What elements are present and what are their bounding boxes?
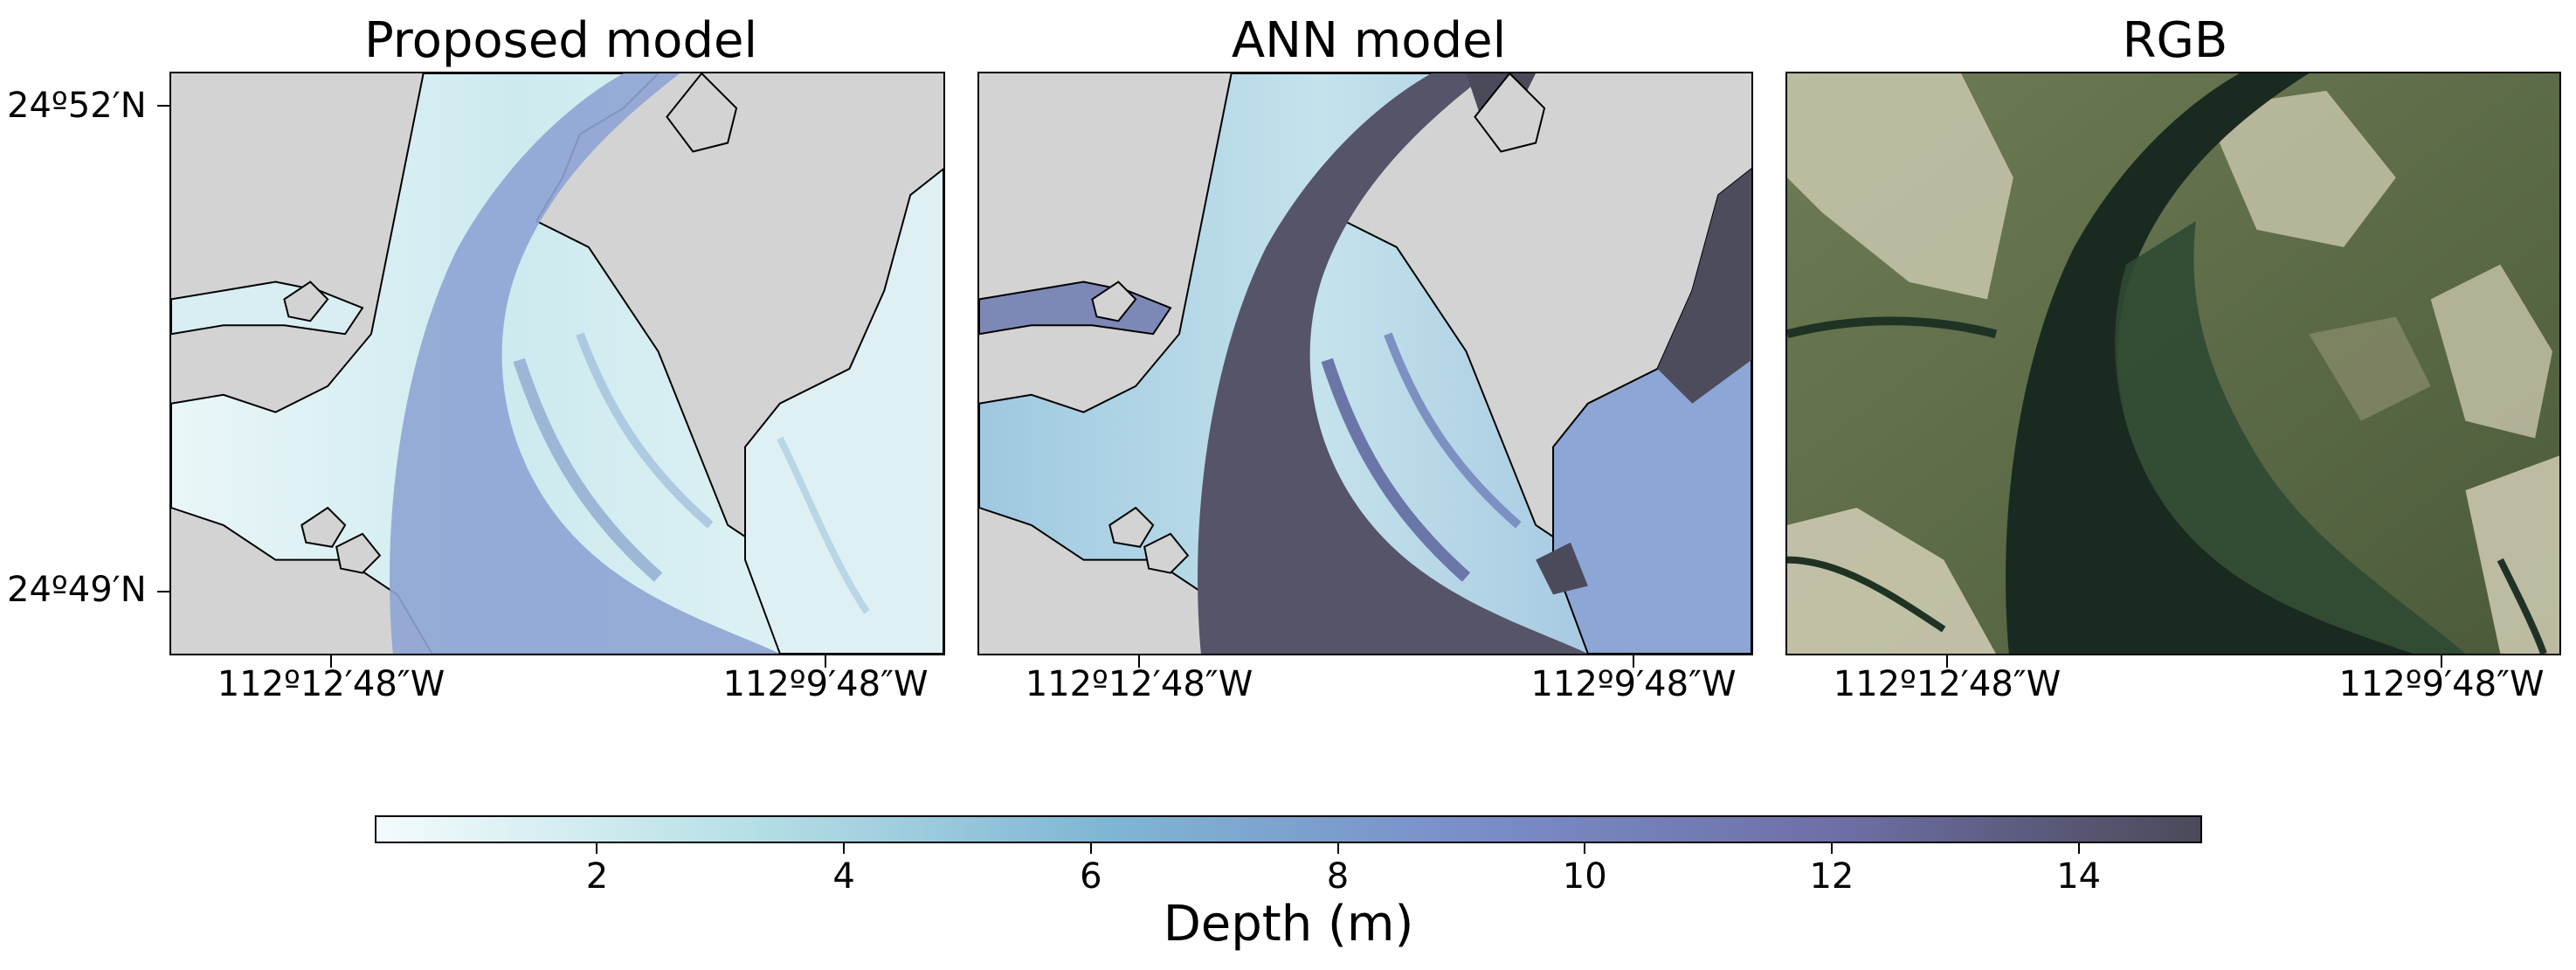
map-ann-model — [977, 72, 1753, 655]
colorbar-label: Depth (m) — [1163, 896, 1414, 953]
colorbar-tick-label: 10 — [1562, 856, 1607, 897]
colorbar-tick-label: 8 — [1326, 856, 1350, 897]
colorbar-tick-label: 6 — [1080, 856, 1102, 897]
map-proposed-model — [169, 72, 945, 655]
colorbar-tick — [1336, 843, 1339, 854]
colorbar-tick — [843, 843, 846, 854]
depth-colorbar — [375, 815, 2202, 843]
lon-tick-3b — [2441, 655, 2442, 668]
panel-title-proposed: Proposed model — [364, 12, 757, 69]
lon-label-2a: 112º12′48″W — [1025, 664, 1253, 704]
lon-label-3a: 112º12′48″W — [1833, 664, 2061, 704]
rgb-image — [1787, 73, 2559, 654]
depth-map-proposed — [171, 73, 943, 654]
colorbar-tick — [596, 843, 598, 854]
lon-tick-2a — [1138, 655, 1140, 668]
colorbar-tick-label: 14 — [2056, 856, 2102, 897]
lon-tick-1a — [330, 655, 332, 668]
lon-label-1b: 112º9′48″W — [722, 664, 929, 704]
colorbar-tick-label: 2 — [585, 856, 609, 897]
colorbar-tick-label: 12 — [1809, 856, 1854, 897]
lon-tick-3a — [1946, 655, 1948, 668]
lon-label-1a: 112º12′48″W — [217, 664, 445, 704]
colorbar-tick — [1089, 843, 1092, 854]
panel-title-ann: ANN model — [1231, 12, 1507, 69]
depth-map-ann — [979, 73, 1751, 654]
map-rgb — [1785, 72, 2561, 655]
colorbar-tick — [1830, 843, 1833, 854]
colorbar-tick-label: 4 — [832, 856, 855, 897]
panel-title-rgb: RGB — [2122, 12, 2228, 69]
lat-label-south: 24º49′N — [7, 570, 147, 610]
lon-label-2b: 112º9′48″W — [1530, 664, 1737, 704]
lon-label-3b: 112º9′48″W — [2338, 664, 2545, 704]
lon-tick-1b — [825, 655, 826, 668]
colorbar-tick — [2077, 843, 2080, 854]
lon-tick-2b — [1633, 655, 1634, 668]
colorbar-tick — [1584, 843, 1586, 854]
lat-tick-north — [157, 105, 169, 107]
lat-label-north: 24º52′N — [7, 86, 147, 126]
lat-tick-south — [157, 591, 169, 592]
